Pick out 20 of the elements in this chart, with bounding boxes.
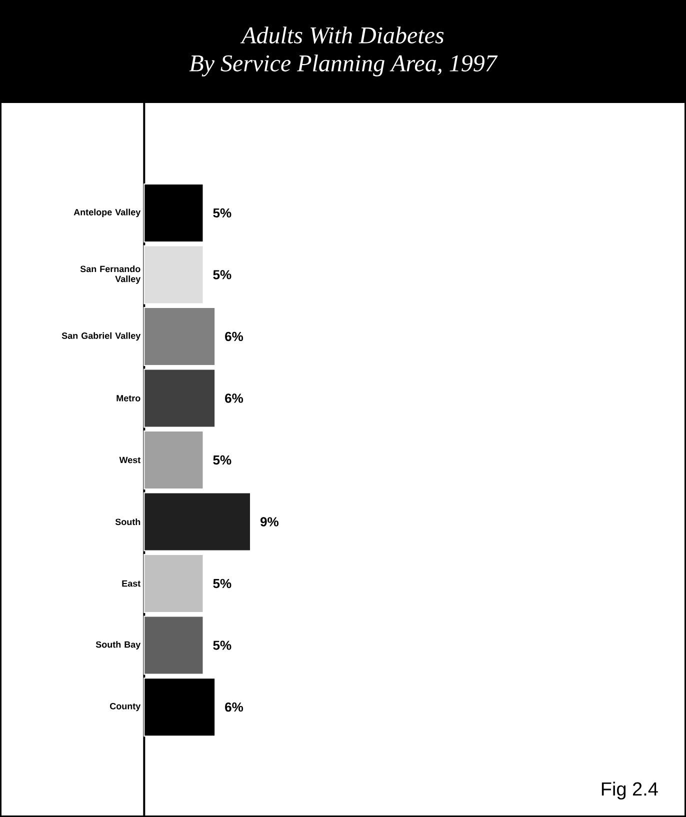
y-tick-label: San Fernando Valley	[80, 266, 141, 284]
y-tick-label: West	[119, 456, 141, 464]
data-label: 5%	[213, 208, 232, 218]
data-label: 5%	[213, 578, 232, 588]
data-label: 9%	[260, 517, 278, 526]
data-label: 5%	[213, 455, 232, 465]
y-tick-label: South Bay	[96, 641, 141, 650]
data-label: 6%	[225, 702, 244, 712]
y-tick-label: Metro	[116, 395, 140, 402]
y-tick-label: South	[115, 518, 140, 526]
y-tick-label: Antelope Valley	[74, 208, 141, 218]
data-label: 5%	[213, 270, 232, 280]
y-tick-label: County	[110, 702, 141, 712]
data-label: 6%	[225, 394, 244, 403]
data-label: 6%	[225, 332, 244, 342]
y-tick-label: San Gabriel Valley	[62, 332, 141, 341]
y-tick-label: East	[122, 580, 141, 587]
caption: Fig 2.4	[602, 782, 658, 800]
text: Adults With Diabetes By Service Planning Area, 1997	[189, 26, 498, 76]
data-label: 5%	[213, 640, 232, 650]
